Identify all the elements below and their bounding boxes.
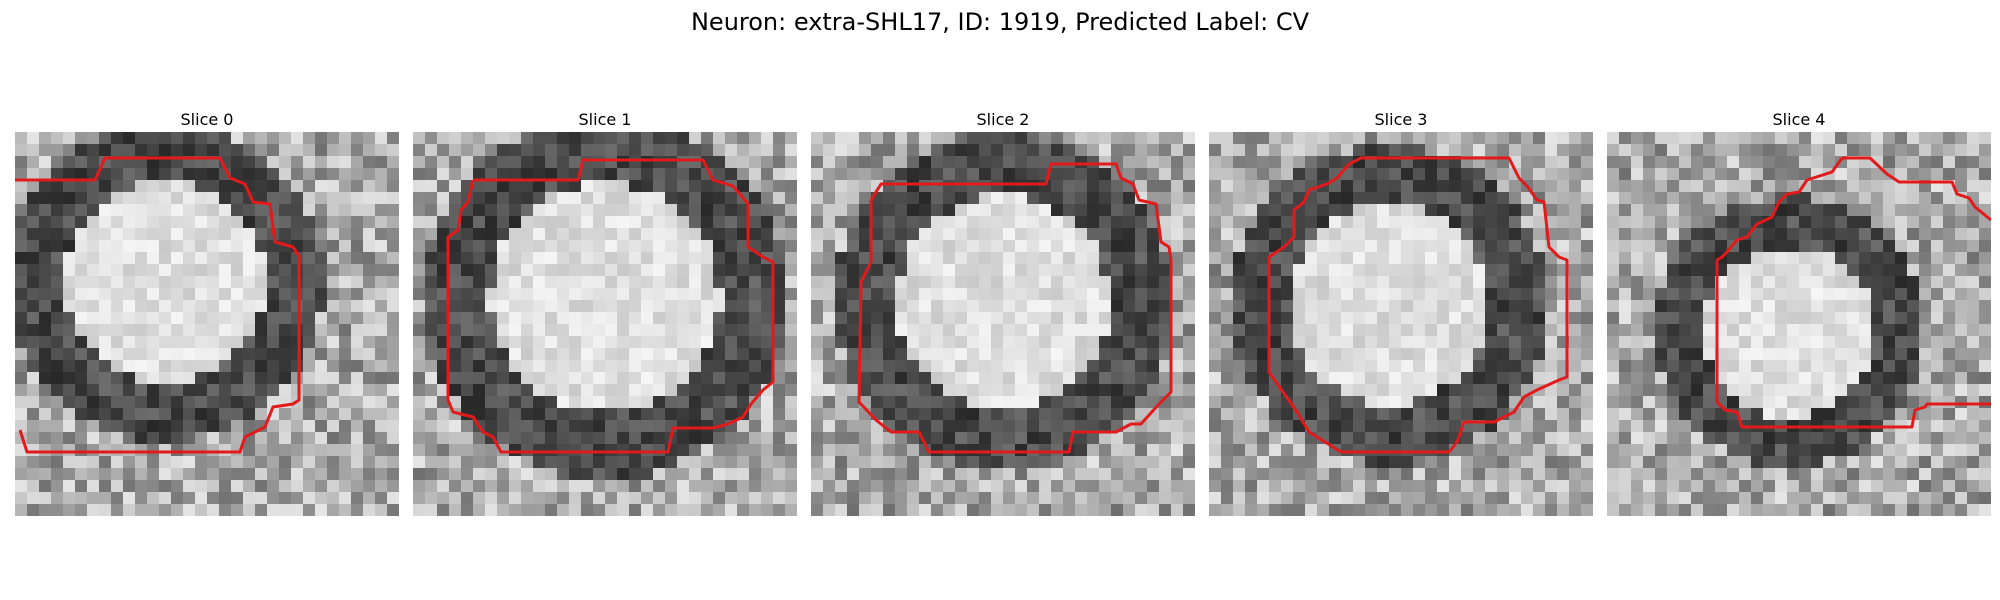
segmentation-contour-4b bbox=[1715, 157, 1991, 429]
slice-panel-2: Slice 2 bbox=[811, 108, 1195, 516]
segmentation-contour-3 bbox=[1267, 156, 1569, 454]
slice-panel-4: Slice 4 bbox=[1607, 108, 1991, 516]
segmentation-contour-1 bbox=[446, 158, 775, 454]
slice-title-0: Slice 0 bbox=[180, 110, 234, 129]
segmentation-contour-4 bbox=[1842, 156, 1991, 222]
slice-panel-0: Slice 0 bbox=[15, 108, 399, 516]
slice-title-3: Slice 3 bbox=[1374, 110, 1428, 129]
slice-image-3 bbox=[1209, 132, 1593, 516]
segmentation-contour-2 bbox=[857, 162, 1173, 454]
slice-title-2: Slice 2 bbox=[976, 110, 1030, 129]
microscopy-image-1 bbox=[413, 132, 797, 516]
microscopy-image-4 bbox=[1607, 132, 1991, 516]
segmentation-contour-0 bbox=[15, 156, 301, 454]
figure-title: Neuron: extra-SHL17, ID: 1919, Predicted… bbox=[690, 8, 1310, 36]
slice-panel-3: Slice 3 bbox=[1209, 108, 1593, 516]
slice-image-4 bbox=[1607, 132, 1991, 516]
slice-title-1: Slice 1 bbox=[578, 110, 632, 129]
slice-image-2 bbox=[811, 132, 1195, 516]
microscopy-image-3 bbox=[1209, 132, 1593, 516]
slice-image-0 bbox=[15, 132, 399, 516]
slice-image-1 bbox=[413, 132, 797, 516]
microscopy-image-2 bbox=[811, 132, 1195, 516]
microscopy-image-0 bbox=[15, 132, 399, 516]
slice-title-4: Slice 4 bbox=[1772, 110, 1826, 129]
slice-panel-1: Slice 1 bbox=[413, 108, 797, 516]
